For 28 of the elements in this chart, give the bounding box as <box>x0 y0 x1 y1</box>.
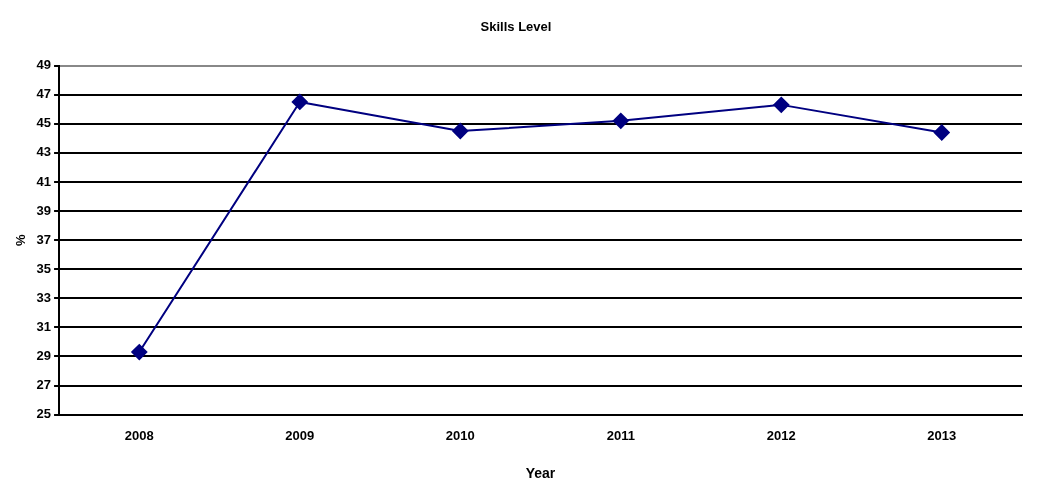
y-tick-label: 27 <box>36 377 52 393</box>
y-axis-title: % <box>13 233 29 246</box>
chart-title: Skills Level <box>480 19 552 35</box>
y-tick-label: 47 <box>36 86 52 102</box>
point <box>933 124 950 141</box>
y-tick-label: 25 <box>36 406 52 422</box>
x-tick-label: 2009 <box>285 427 315 443</box>
x-tick-label: 2013 <box>927 427 957 443</box>
y-tick-label: 41 <box>36 173 52 189</box>
y-tick-label: 39 <box>36 202 52 218</box>
y-tick-label: 35 <box>36 260 52 276</box>
y-tick-label: 37 <box>36 231 52 247</box>
x-tick-label: 2010 <box>445 427 475 443</box>
point <box>291 93 308 110</box>
y-tick-label: 43 <box>36 144 52 160</box>
point <box>131 344 148 361</box>
y-tick-label: 45 <box>36 115 52 131</box>
x-tick-label: 2008 <box>124 427 154 443</box>
x-tick-label: 2012 <box>766 427 796 443</box>
x-tick-label: 2011 <box>606 427 635 443</box>
y-tick-label: 29 <box>36 348 52 364</box>
point <box>612 112 629 129</box>
point <box>452 123 469 140</box>
y-tick-label: 33 <box>36 289 52 305</box>
y-tick-label: 31 <box>36 318 52 334</box>
x-axis-title: Year <box>525 465 556 482</box>
y-tick-label: 49 <box>36 57 52 73</box>
point <box>773 96 790 113</box>
